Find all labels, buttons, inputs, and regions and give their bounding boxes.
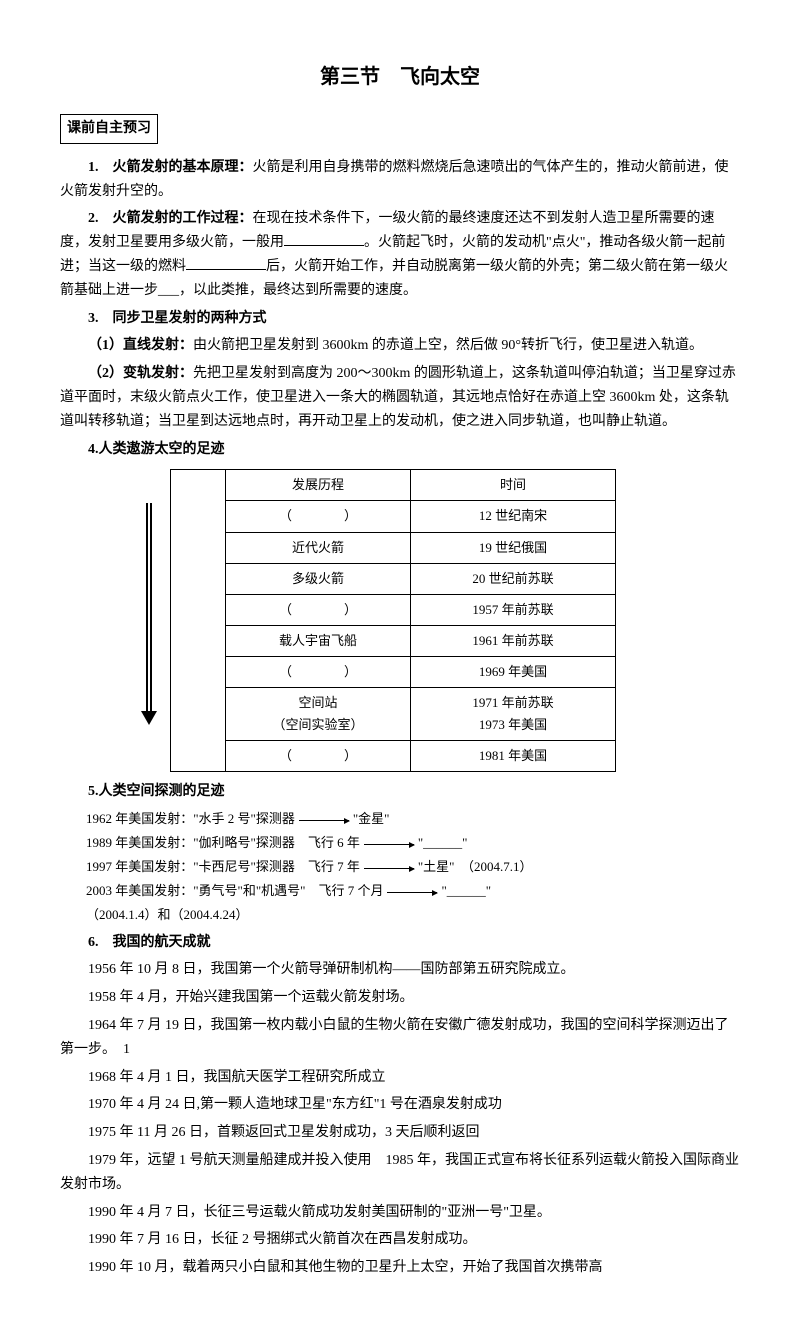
item-3-s2-lead: （2）变轨发射：: [88, 366, 193, 381]
history-line: 1979 年，远望 1 号航天测量船建成并投入使用 1985 年，我国正式宣布将…: [60, 1149, 740, 1197]
table-cell: 20 世纪前苏联: [411, 563, 616, 594]
table-row: 空间站 （空间实验室）1971 年前苏联 1973 年美国: [171, 688, 616, 741]
item-1-lead: 1. 火箭发射的基本原理：: [88, 160, 253, 175]
item-6-lead: 6. 我国的航天成就: [60, 931, 740, 955]
arrow-right-icon: [299, 820, 349, 821]
table-cell: 1971 年前苏联 1973 年美国: [411, 688, 616, 741]
probe-row: 1962 年美国发射："水手 2 号"探测器 "金星": [86, 808, 740, 830]
arrow-down-icon: [142, 503, 162, 733]
table-cell: 1981 年美国: [411, 741, 616, 772]
table-header: 时间: [411, 470, 616, 501]
table-cell: 空间站 （空间实验室）: [226, 688, 411, 741]
history-line: 1964 年 7 月 19 日，我国第一枚内载小白鼠的生物火箭在安徽广德发射成功…: [60, 1014, 740, 1062]
probe-row-sub: （2004.1.4）和（2004.4.24）: [86, 904, 740, 926]
history-table: 发展历程 时间 （ ）12 世纪南宋 近代火箭19 世纪俄国 多级火箭20 世纪…: [170, 469, 616, 772]
item-5-lead: 5.人类空间探测的足迹: [60, 780, 740, 804]
table-row: （ ）1957 年前苏联: [171, 594, 616, 625]
probe-text: 1989 年美国发射："伽利略号"探测器 飞行 6 年: [86, 835, 360, 850]
probe-text: 1997 年美国发射："卡西尼号"探测器 飞行 7 年: [86, 859, 360, 874]
blank-2: [186, 255, 266, 270]
item-3-s1-lead: （1）直线发射：: [88, 338, 193, 353]
table-row: （ ）12 世纪南宋: [171, 501, 616, 532]
history-table-wrap: 发展历程 时间 （ ）12 世纪南宋 近代火箭19 世纪俄国 多级火箭20 世纪…: [90, 469, 740, 772]
arrow-right-icon: [387, 892, 437, 893]
table-cell: 近代火箭: [226, 532, 411, 563]
table-cell: （ ）: [226, 656, 411, 687]
table-cell: （ ）: [226, 741, 411, 772]
table-cell: 多级火箭: [226, 563, 411, 594]
probe-row: 1989 年美国发射："伽利略号"探测器 飞行 6 年 "______": [86, 832, 740, 854]
probe-row: 2003 年美国发射："勇气号"和"机遇号" 飞行 7 个月 "______": [86, 880, 740, 902]
probe-target: "金星": [353, 811, 390, 826]
preview-label: 课前自主预习: [60, 114, 158, 144]
item-3-sub1: （1）直线发射：由火箭把卫星发射到 3600km 的赤道上空，然后做 90°转折…: [60, 334, 740, 358]
history-line: 1975 年 11 月 26 日，首颗返回式卫星发射成功，3 天后顺利返回: [60, 1121, 740, 1145]
table-cell: 1957 年前苏联: [411, 594, 616, 625]
history-line: 1990 年 10 月，载着两只小白鼠和其他生物的卫星升上太空，开始了我国首次携…: [60, 1256, 740, 1280]
probe-target: "______": [441, 883, 491, 898]
blank-1: [284, 231, 364, 246]
arrow-right-icon: [364, 844, 414, 845]
history-line: 1990 年 4 月 7 日，长征三号运载火箭成功发射美国研制的"亚洲一号"卫星…: [60, 1201, 740, 1225]
item-2: 2. 火箭发射的工作过程：在现在技术条件下，一级火箭的最终速度还达不到发射人造卫…: [60, 207, 740, 302]
history-line: 1990 年 7 月 16 日，长征 2 号捆绑式火箭首次在西昌发射成功。: [60, 1228, 740, 1252]
history-line: 1958 年 4 月，开始兴建我国第一个运载火箭发射场。: [60, 986, 740, 1010]
table-cell: 载人宇宙飞船: [226, 625, 411, 656]
table-cell: 19 世纪俄国: [411, 532, 616, 563]
table-row: （ ）1969 年美国: [171, 656, 616, 687]
history-line: 1968 年 4 月 1 日，我国航天医学工程研究所成立: [60, 1066, 740, 1090]
item-3-sub2: （2）变轨发射：先把卫星发射到高度为 200～300km 的圆形轨道上，这条轨道…: [60, 362, 740, 433]
page-title: 第三节 飞向太空: [60, 60, 740, 94]
table-cell: （ ）: [226, 501, 411, 532]
table-row: （ ）1981 年美国: [171, 741, 616, 772]
item-1: 1. 火箭发射的基本原理：火箭是利用自身携带的燃料燃烧后急速喷出的气体产生的，推…: [60, 156, 740, 204]
table-cell: 1961 年前苏联: [411, 625, 616, 656]
arrow-cell: [171, 470, 226, 772]
probe-text: 2003 年美国发射："勇气号"和"机遇号" 飞行 7 个月: [86, 883, 383, 898]
probe-target: "______": [418, 835, 468, 850]
probe-target: "土星" （2004.7.1）: [418, 859, 533, 874]
item-4-lead: 4.人类遨游太空的足迹: [60, 438, 740, 462]
table-cell: 1969 年美国: [411, 656, 616, 687]
table-row: 近代火箭19 世纪俄国: [171, 532, 616, 563]
table-header: 发展历程: [226, 470, 411, 501]
probe-row: 1997 年美国发射："卡西尼号"探测器 飞行 7 年 "土星" （2004.7.…: [86, 856, 740, 878]
probe-text: 1962 年美国发射："水手 2 号"探测器: [86, 811, 295, 826]
item-3-lead: 3. 同步卫星发射的两种方式: [60, 307, 740, 331]
table-row: 发展历程 时间: [171, 470, 616, 501]
item-2-lead: 2. 火箭发射的工作过程：: [88, 211, 253, 226]
table-cell: 12 世纪南宋: [411, 501, 616, 532]
table-cell: （ ）: [226, 594, 411, 625]
table-row: 多级火箭20 世纪前苏联: [171, 563, 616, 594]
history-line: 1956 年 10 月 8 日，我国第一个火箭导弹研制机构——国防部第五研究院成…: [60, 958, 740, 982]
history-line: 1970 年 4 月 24 日,第一颗人造地球卫星"东方红"1 号在酒泉发射成功: [60, 1093, 740, 1117]
table-row: 载人宇宙飞船1961 年前苏联: [171, 625, 616, 656]
arrow-right-icon: [364, 868, 414, 869]
item-3-s1-text: 由火箭把卫星发射到 3600km 的赤道上空，然后做 90°转折飞行，使卫星进入…: [193, 338, 703, 353]
